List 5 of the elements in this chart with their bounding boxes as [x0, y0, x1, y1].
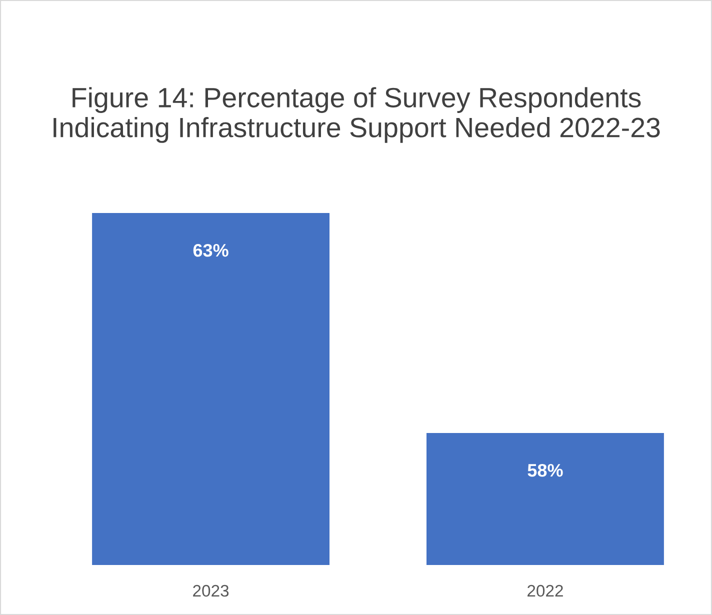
- data-label: 63%: [193, 244, 228, 257]
- x-tick-label: 2022: [528, 584, 563, 597]
- data-label: 58%: [528, 464, 563, 477]
- chart-title: Figure 14: Percentage of Survey Respondents Indicating Infrastructure Support Needed 2022-23: [54, 87, 660, 143]
- x-tick-label: 2023: [193, 584, 229, 597]
